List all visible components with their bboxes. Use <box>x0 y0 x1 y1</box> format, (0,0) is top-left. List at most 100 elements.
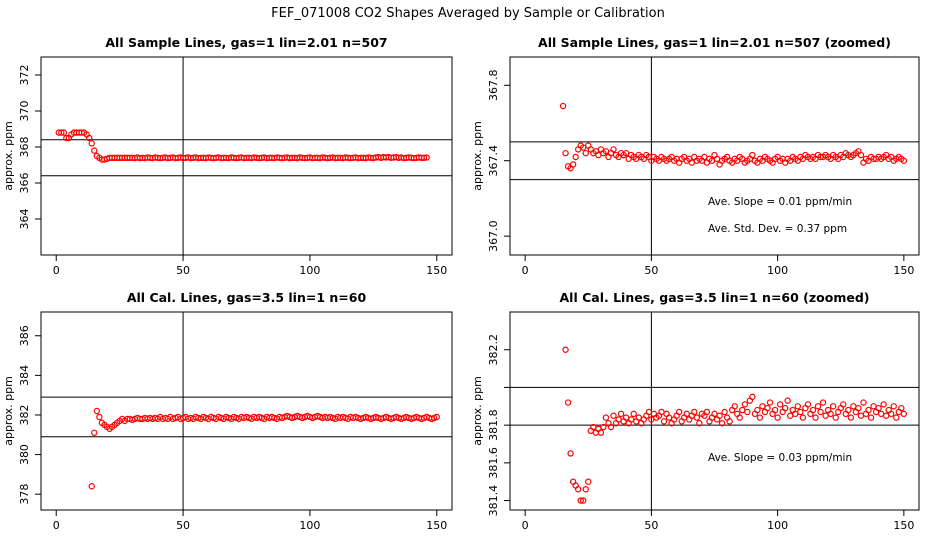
y-tick-label: 381.8 <box>487 409 500 441</box>
data-point <box>797 408 804 416</box>
data-point <box>60 129 68 136</box>
data-point <box>804 401 812 408</box>
plot-frame <box>509 56 920 256</box>
data-point <box>888 410 895 418</box>
data-point <box>812 414 819 421</box>
data-point <box>610 146 617 153</box>
data-point <box>423 154 430 161</box>
data-point <box>749 151 756 159</box>
y-tick-label: 368 <box>18 137 31 158</box>
data-point <box>840 401 847 408</box>
data-point <box>754 406 761 414</box>
panel-cal-lines-zoomed: All Cal. Lines, gas=3.5 lin=1 n=60 (zoom… <box>471 290 920 532</box>
data-point <box>691 408 698 416</box>
data-point <box>900 410 908 418</box>
data-point <box>877 410 885 418</box>
data-point <box>564 399 572 406</box>
stat-annotation: Ave. Slope = 0.03 ppm/min <box>708 452 852 464</box>
data-point <box>420 154 428 161</box>
x-tick-label: 0 <box>522 264 529 277</box>
data-point <box>898 404 905 412</box>
y-tick-label: 382.2 <box>487 334 500 366</box>
y-tick-label: 364 <box>18 209 31 230</box>
data-point <box>88 483 95 490</box>
data-point <box>739 406 746 414</box>
data-point <box>857 412 865 419</box>
y-axis-label: approx. ppm <box>2 376 15 446</box>
y-axis-label: approx. ppm <box>471 376 484 446</box>
data-point <box>827 410 834 418</box>
data-point <box>794 403 802 410</box>
data-point <box>865 406 872 414</box>
y-tick-label: 382 <box>18 404 31 425</box>
data-point <box>847 414 855 421</box>
y-tick-label: 366 <box>18 173 31 194</box>
data-point <box>88 140 95 147</box>
data-point <box>718 420 726 427</box>
data-point <box>602 414 610 421</box>
y-tick-label: 380 <box>18 444 31 465</box>
panel-title: All Sample Lines, gas=1 lin=2.01 n=507 <box>105 35 387 50</box>
data-point <box>799 414 807 421</box>
data-point <box>867 414 875 421</box>
x-tick-label: 150 <box>426 264 447 277</box>
data-point <box>860 399 867 406</box>
data-point <box>562 149 569 157</box>
data-point <box>574 486 582 493</box>
panel-sample-lines: All Sample Lines, gas=1 lin=2.01 n=507 0 5… <box>2 35 453 277</box>
data-point <box>86 134 93 142</box>
data-point <box>857 151 865 159</box>
panel-title: All Cal. Lines, gas=3.5 lin=1 n=60 <box>127 290 367 305</box>
plot-frame <box>40 56 453 256</box>
data-point <box>91 429 98 436</box>
panel-title: All Sample Lines, gas=1 lin=2.01 n=507 (… <box>538 35 891 50</box>
data-point <box>900 157 908 164</box>
data-point <box>675 408 683 416</box>
data-point <box>63 134 70 142</box>
data-point <box>703 408 711 416</box>
data-point <box>744 408 751 416</box>
y-axis-label: approx. ppm <box>2 121 15 191</box>
x-tick-label: 100 <box>767 519 788 532</box>
x-tick-label: 150 <box>426 519 447 532</box>
panel-title: All Cal. Lines, gas=3.5 lin=1 n=60 (zoom… <box>560 290 870 305</box>
x-tick-label: 0 <box>53 264 60 277</box>
data-point <box>850 403 857 410</box>
y-tick-label: 384 <box>18 365 31 386</box>
data-point <box>693 414 701 421</box>
y-tick-label: 381.4 <box>487 485 500 516</box>
data-point <box>893 414 900 421</box>
data-point <box>766 399 774 406</box>
data-points <box>55 129 430 163</box>
data-point <box>759 403 766 410</box>
data-point <box>890 403 897 410</box>
x-tick-label: 50 <box>644 519 658 532</box>
data-point <box>764 404 771 412</box>
data-point <box>600 423 607 431</box>
data-point <box>630 410 637 418</box>
data-point <box>756 414 764 421</box>
data-point <box>93 407 101 415</box>
y-tick-label: 372 <box>18 65 31 86</box>
data-point <box>582 486 589 493</box>
stat-annotation: Ave. Slope = 0.01 ppm/min <box>708 196 852 208</box>
data-point <box>726 418 733 425</box>
data-point <box>829 403 837 410</box>
x-tick-label: 150 <box>893 264 914 277</box>
data-point <box>559 102 567 110</box>
data-point <box>822 412 829 419</box>
data-point <box>572 153 579 161</box>
data-point <box>731 403 738 410</box>
data-point <box>585 478 592 485</box>
data-point <box>809 406 817 414</box>
x-tick-label: 50 <box>176 519 190 532</box>
x-tick-label: 50 <box>644 264 658 277</box>
y-tick-label: 386 <box>18 325 31 346</box>
data-point <box>814 403 822 410</box>
data-point <box>736 414 743 421</box>
data-point <box>582 149 589 157</box>
plot-frame <box>40 311 453 511</box>
data-point <box>577 497 584 504</box>
data-point <box>817 408 824 416</box>
